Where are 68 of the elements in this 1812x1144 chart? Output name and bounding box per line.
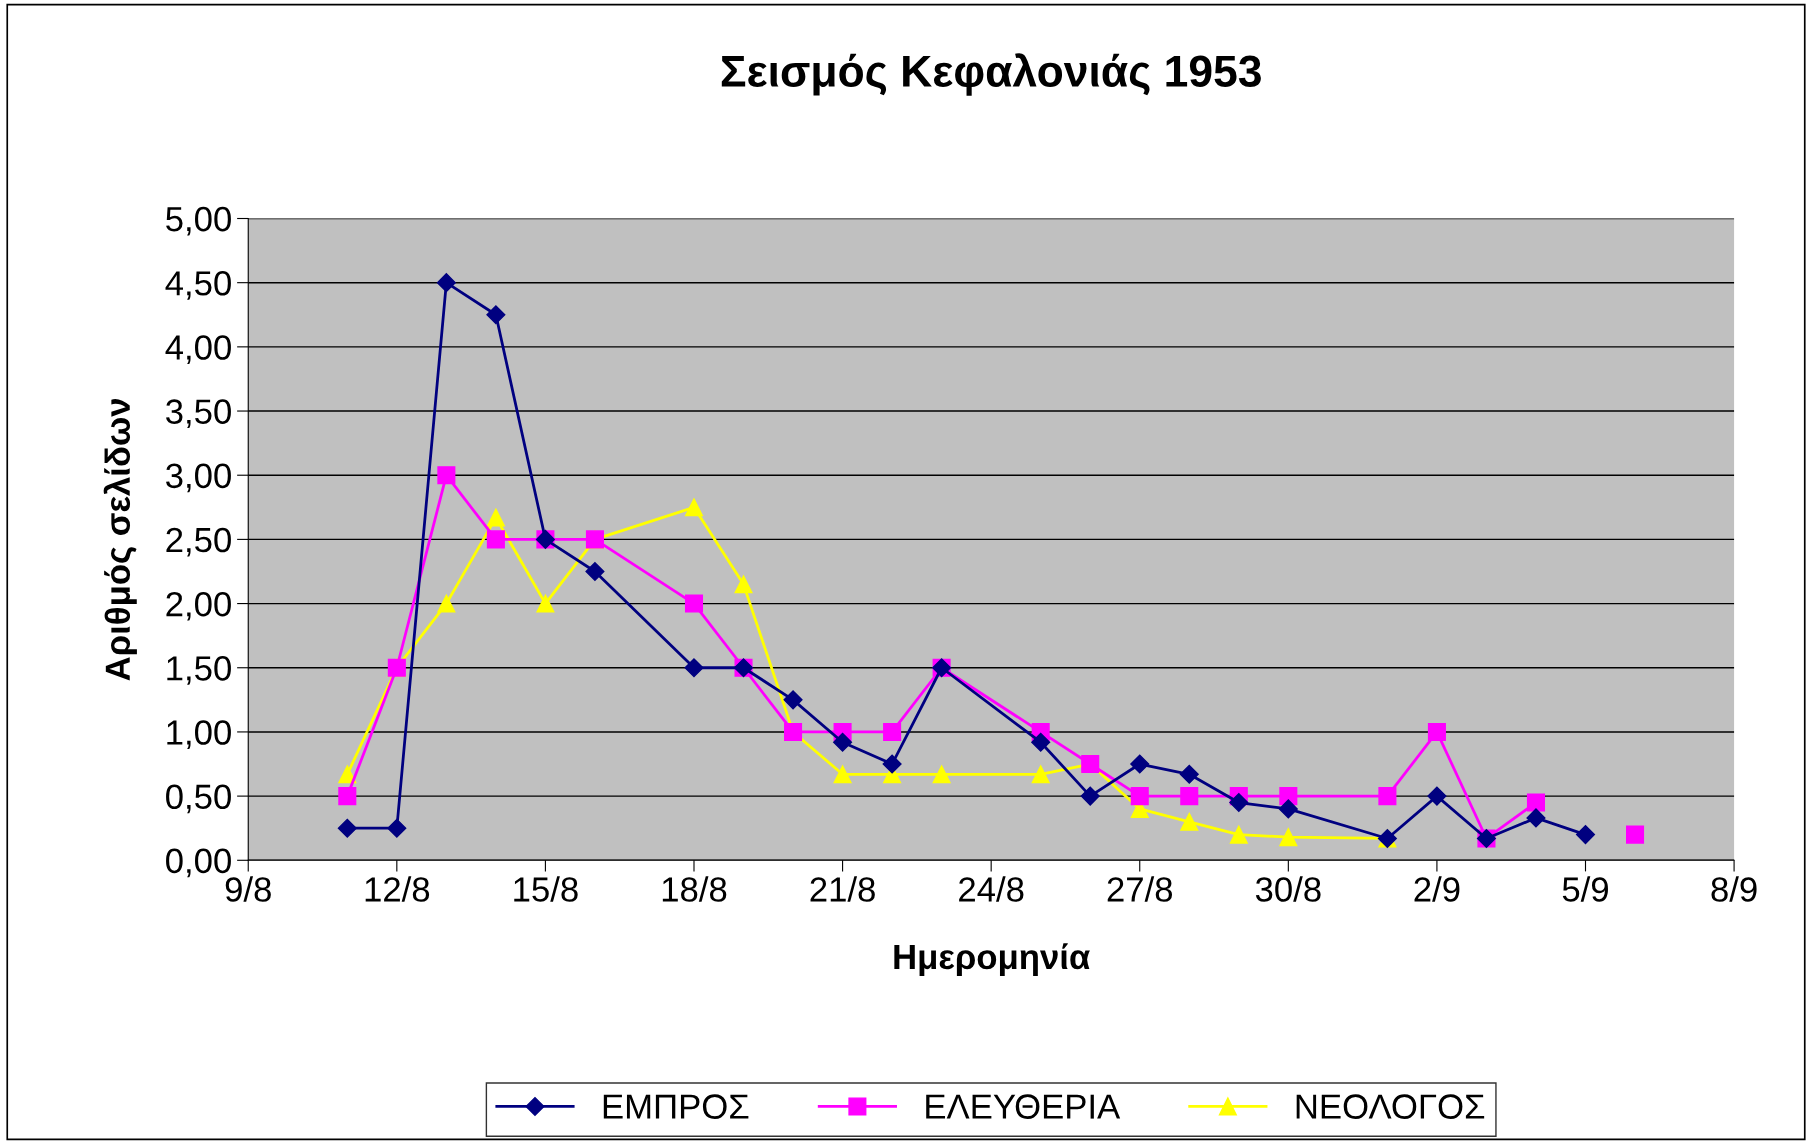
point <box>1130 787 1149 806</box>
point <box>1179 764 1199 784</box>
legend-label: ΝΕΟΛΟΓΟΣ <box>1296 1094 1485 1119</box>
y-tick-label: 3,00 <box>166 463 231 493</box>
x-tick-label: 5/9 <box>1562 876 1608 902</box>
point <box>1229 825 1248 844</box>
point <box>684 594 704 613</box>
point <box>783 690 803 710</box>
x-tick-label: 15/8 <box>514 876 578 902</box>
y-tick-label: 2,00 <box>166 591 231 621</box>
point <box>833 732 853 752</box>
point <box>1278 799 1298 819</box>
y-tick-label: 4,00 <box>165 335 231 364</box>
point <box>684 498 704 517</box>
point <box>1180 787 1199 806</box>
point <box>1378 787 1397 806</box>
y-tick-label: 0,00 <box>166 848 231 878</box>
x-tick-label: 8/9 <box>1711 876 1757 902</box>
x-tick-label: 9/8 <box>225 876 271 902</box>
legend-label: ΕΜΠΡΟΣ <box>603 1094 749 1119</box>
point <box>883 722 902 741</box>
y-tick-label: 0,50 <box>166 784 231 814</box>
point <box>1031 732 1051 752</box>
point <box>1427 786 1447 806</box>
x-tick-label: 24/8 <box>959 876 1024 902</box>
point <box>1180 812 1199 831</box>
x-tick-label: 18/8 <box>662 876 727 902</box>
point <box>436 273 456 293</box>
point <box>833 765 852 784</box>
point <box>486 305 506 325</box>
point <box>337 818 357 838</box>
y-tick-label: 4,50 <box>165 271 231 300</box>
point <box>437 594 456 613</box>
point <box>486 508 505 527</box>
y-tick-label: 1,50 <box>167 656 231 685</box>
point <box>684 658 704 678</box>
point <box>734 575 753 594</box>
y-axis-title: Αριθμός σελίδων <box>103 398 137 681</box>
point <box>1575 825 1596 845</box>
y-tick-label: 3,50 <box>166 399 231 429</box>
point <box>1229 792 1249 813</box>
point <box>932 765 951 784</box>
x-tick-label: 21/8 <box>810 876 875 902</box>
chart-title: Σεισμός Κεφαλονιάς 1953 <box>721 53 1261 96</box>
x-axis-title: Ημερομηνία <box>894 943 1090 977</box>
point <box>1279 828 1298 847</box>
x-tick-label: 12/8 <box>365 876 430 902</box>
x-tick-label: 30/8 <box>1255 876 1321 902</box>
y-tick-label: 1,00 <box>167 720 231 749</box>
point <box>1130 754 1150 774</box>
point <box>585 561 605 582</box>
point <box>1526 808 1546 828</box>
x-tick-label: 2/9 <box>1414 876 1460 902</box>
point <box>387 818 407 838</box>
x-tick-label: 27/8 <box>1107 876 1173 902</box>
point <box>338 787 357 806</box>
point <box>1625 825 1645 844</box>
y-tick-label: 5,00 <box>166 206 231 236</box>
point <box>1080 786 1100 806</box>
point <box>486 530 505 549</box>
point <box>1427 722 1446 741</box>
point <box>1526 793 1546 812</box>
point <box>882 754 902 774</box>
point <box>437 466 456 485</box>
point <box>1031 765 1050 784</box>
legend-label: ΕΛΕΥΘΕΡΙΑ <box>926 1094 1121 1119</box>
y-tick-label: 2,50 <box>166 527 231 557</box>
point <box>536 594 555 613</box>
